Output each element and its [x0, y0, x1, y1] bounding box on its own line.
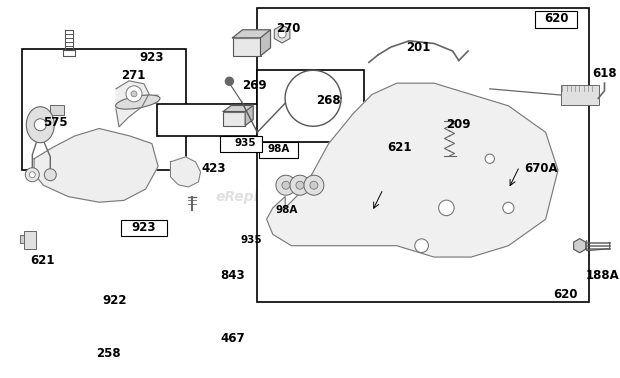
Bar — [535, 11, 577, 28]
Circle shape — [310, 181, 318, 189]
Bar — [121, 220, 167, 236]
Bar — [37, 107, 44, 125]
Circle shape — [226, 77, 233, 85]
Polygon shape — [116, 81, 149, 127]
Circle shape — [485, 154, 495, 163]
Circle shape — [126, 86, 142, 102]
Text: 575: 575 — [43, 116, 68, 129]
Bar — [259, 142, 298, 158]
Bar — [561, 85, 599, 105]
Polygon shape — [170, 157, 200, 187]
Polygon shape — [574, 239, 586, 253]
Bar — [157, 104, 281, 136]
Circle shape — [276, 175, 296, 195]
Circle shape — [415, 239, 428, 253]
Text: 670A: 670A — [524, 162, 557, 175]
Text: 621: 621 — [30, 254, 55, 267]
Text: 923: 923 — [131, 222, 156, 234]
Bar — [232, 38, 260, 56]
Text: 935: 935 — [235, 138, 256, 148]
Bar — [223, 112, 245, 125]
Polygon shape — [267, 83, 558, 257]
Circle shape — [503, 202, 514, 214]
Bar — [24, 231, 35, 249]
Text: 843: 843 — [220, 270, 245, 282]
Circle shape — [44, 169, 56, 181]
Ellipse shape — [26, 107, 55, 143]
Circle shape — [290, 175, 310, 195]
Bar — [50, 105, 64, 115]
Circle shape — [439, 200, 454, 216]
Bar — [220, 136, 262, 152]
Text: 269: 269 — [242, 79, 267, 91]
Polygon shape — [34, 129, 158, 202]
Text: 268: 268 — [316, 94, 341, 107]
Text: 467: 467 — [220, 332, 245, 345]
Text: 98A: 98A — [276, 205, 298, 215]
Circle shape — [278, 30, 286, 38]
Text: 620: 620 — [544, 12, 569, 25]
Text: 188A: 188A — [586, 270, 619, 282]
Circle shape — [34, 119, 46, 131]
Text: 201: 201 — [406, 41, 430, 54]
Circle shape — [29, 172, 35, 178]
Circle shape — [304, 175, 324, 195]
Bar — [257, 8, 589, 302]
Bar — [22, 49, 186, 170]
Polygon shape — [232, 30, 270, 38]
Text: 618: 618 — [592, 67, 617, 80]
Text: 621: 621 — [388, 141, 412, 154]
Circle shape — [282, 181, 290, 189]
Text: 935: 935 — [241, 235, 262, 245]
Text: 620: 620 — [554, 288, 578, 301]
Text: 923: 923 — [140, 51, 164, 64]
Ellipse shape — [115, 95, 160, 109]
Bar — [20, 235, 24, 243]
Circle shape — [25, 168, 39, 182]
Text: 258: 258 — [96, 347, 121, 360]
Circle shape — [131, 91, 137, 97]
Text: 98A: 98A — [267, 144, 290, 154]
Polygon shape — [223, 105, 253, 112]
Circle shape — [296, 181, 304, 189]
Text: 922: 922 — [102, 294, 127, 307]
Text: 271: 271 — [121, 69, 145, 82]
Polygon shape — [260, 30, 270, 56]
Text: eReplacementParts.com: eReplacementParts.com — [216, 189, 404, 204]
Bar — [257, 70, 364, 142]
Text: 270: 270 — [276, 22, 300, 35]
Text: 209: 209 — [446, 118, 471, 131]
Text: 423: 423 — [202, 162, 226, 175]
Polygon shape — [245, 105, 253, 125]
